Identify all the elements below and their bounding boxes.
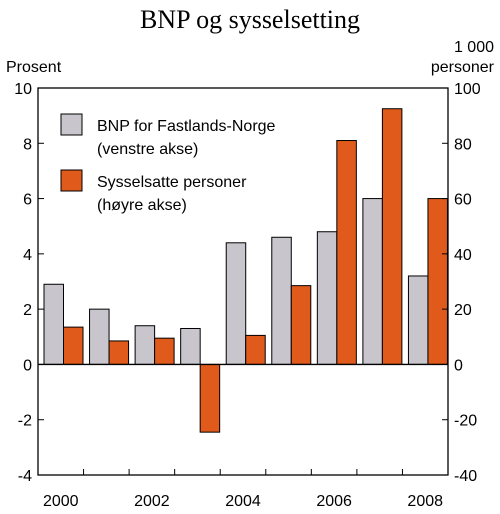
x-tick-label-2004: 2004 (225, 493, 261, 510)
bar-sysselsatte-2001 (108, 340, 130, 365)
right-tick-label: 60 (454, 192, 472, 209)
left-tick-label: 0 (23, 357, 32, 374)
left-tick-label: 8 (23, 136, 32, 153)
bar-sysselsatte-2006 (336, 140, 357, 365)
bar-bnp-2002 (134, 325, 156, 365)
bar-bnp-2007 (362, 198, 383, 365)
left-tick-label: -4 (18, 468, 32, 485)
bar-bnp-2003 (180, 327, 201, 365)
right-tick-label: 80 (454, 136, 472, 153)
right-tick-label: -20 (454, 413, 477, 430)
plot-frame (37, 87, 449, 476)
legend: BNP for Fastlands-Norge (venstre akse) S… (60, 113, 276, 214)
legend-label-sysselsatte-line2: (høyre akse) (97, 197, 187, 214)
bar-sysselsatte-2007 (381, 108, 403, 365)
left-tick-label: 6 (23, 192, 32, 209)
legend-label-bnp-line1: BNP for Fastlands-Norge (97, 118, 276, 135)
right-tick-label: 40 (454, 247, 472, 264)
bar-sysselsatte-2005 (290, 285, 312, 365)
x-tick-label-2002: 2002 (134, 493, 170, 510)
x-tick-label-2008: 2008 (407, 493, 443, 510)
right-tick-label: 0 (454, 357, 463, 374)
bar-bnp-2001 (89, 308, 110, 365)
bar-bnp-2006 (316, 231, 338, 365)
legend-swatch-sysselsatte (60, 169, 83, 192)
right-axis-unit-line1: 1 000 (454, 39, 494, 56)
bar-sysselsatte-2004 (245, 334, 266, 365)
x-tick-label-2000: 2000 (43, 493, 79, 510)
left-tick-label: 2 (23, 302, 32, 319)
right-tick-label: -40 (454, 468, 477, 485)
left-axis-unit: Prosent (6, 59, 62, 76)
legend-swatch-bnp (60, 113, 83, 136)
bar-sysselsatte-2002 (154, 337, 175, 365)
left-tick-label: -2 (18, 413, 32, 430)
bar-bnp-2005 (271, 236, 292, 365)
bar-sysselsatte-2003 (199, 363, 221, 433)
bar-bnp-2004 (225, 242, 247, 365)
bar-bnp-2008 (407, 275, 429, 365)
bar-sysselsatte-2000 (63, 326, 84, 365)
right-tick-label: 20 (454, 302, 472, 319)
legend-label-sysselsatte-line1: Sysselsatte personer (97, 174, 247, 191)
bar-sysselsatte-2008 (427, 198, 448, 365)
chart-title: BNP og sysselsetting (140, 5, 360, 34)
x-tick-label-2006: 2006 (316, 493, 352, 510)
left-tick-label: 10 (14, 81, 32, 98)
bar-bnp-2000 (43, 283, 64, 365)
right-tick-label: 100 (454, 81, 481, 98)
left-tick-label: 4 (23, 247, 32, 264)
right-axis-unit-line2: personer (431, 59, 495, 76)
legend-label-bnp-line2: (venstre akse) (97, 141, 198, 158)
